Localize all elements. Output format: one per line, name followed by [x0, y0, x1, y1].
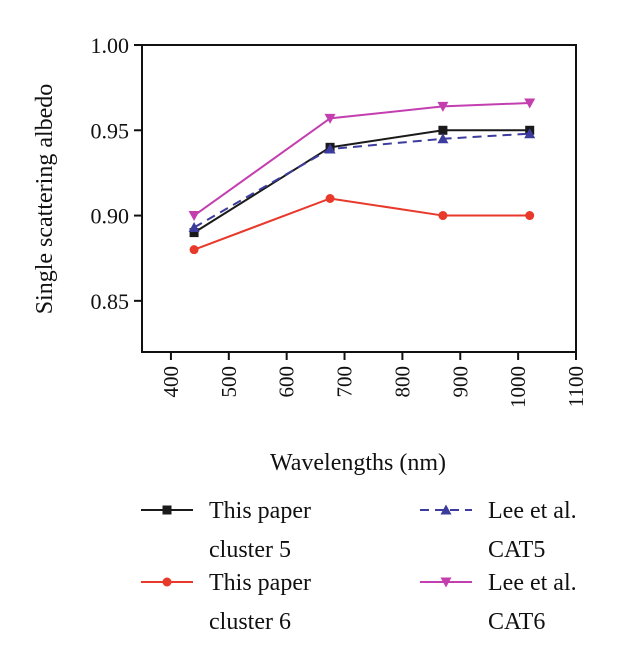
- y-tick-label: 0.90: [91, 204, 130, 229]
- data-point: [189, 245, 199, 255]
- legend-item: This paper cluster 5: [141, 498, 311, 563]
- x-tick-label: 700: [333, 366, 357, 398]
- series-lee-et-al-cat5: [188, 128, 536, 232]
- data-point: [524, 128, 536, 139]
- series-line: [193, 197, 530, 251]
- series-line: [193, 129, 530, 234]
- y-axis-label: Single scattering albedo: [32, 84, 58, 315]
- series-this-paper-cluster-6: [189, 194, 535, 255]
- legend-swatch-marker: [440, 504, 452, 515]
- legend-swatch-marker: [162, 505, 172, 515]
- legend-label: CAT5: [488, 537, 545, 563]
- x-tick-label: 1000: [506, 366, 530, 408]
- legend-item: Lee et al. CAT5: [420, 498, 577, 563]
- x-axis-label: Wavelengths (nm): [270, 450, 446, 476]
- data-point: [325, 194, 335, 203]
- x-tick-label: 900: [448, 366, 472, 398]
- data-point: [438, 125, 448, 135]
- series-lee-et-al-cat6: [188, 98, 536, 222]
- x-tick-label: 500: [217, 366, 241, 398]
- data-point: [324, 113, 336, 124]
- data-point: [189, 228, 199, 238]
- legend-label: cluster 6: [209, 609, 291, 635]
- data-point: [188, 221, 200, 232]
- series-layer: [188, 98, 536, 255]
- legend-label: CAT6: [488, 609, 545, 635]
- legend-item: This paper cluster 6: [141, 570, 311, 635]
- data-point: [525, 211, 535, 221]
- x-tick-label: 600: [275, 366, 299, 398]
- legend-label: Lee et al.: [488, 570, 577, 596]
- legend: This paper cluster 5 This paper cluster 6 Le…: [141, 498, 577, 635]
- legend-swatch-marker: [440, 577, 452, 588]
- data-point: [437, 133, 449, 144]
- ticks: 0.85 0.90 0.95 1.00 400 500 600 700 800 900 1000 11…: [91, 33, 589, 408]
- x-tick-label: 400: [159, 366, 183, 398]
- legend-label: Lee et al.: [488, 498, 577, 524]
- data-point: [524, 98, 536, 109]
- series-line: [193, 132, 530, 229]
- legend-swatch-marker: [162, 577, 172, 587]
- x-tick-label: 1100: [564, 366, 588, 407]
- data-point: [438, 211, 448, 221]
- y-tick-label: 0.95: [91, 118, 130, 143]
- y-tick-label: 0.85: [91, 289, 130, 314]
- legend-label: This paper: [209, 570, 311, 596]
- legend-label: cluster 5: [209, 537, 291, 563]
- plot-frame: [141, 44, 577, 353]
- legend-label: This paper: [209, 498, 311, 524]
- legend-item: Lee et al. CAT6: [420, 570, 577, 635]
- data-point: [324, 143, 336, 154]
- data-point: [188, 211, 200, 222]
- axes: [141, 44, 577, 353]
- series-line: [193, 101, 530, 217]
- data-point: [437, 101, 449, 112]
- y-tick-label: 1.00: [91, 33, 130, 58]
- x-tick-label: 800: [390, 366, 414, 398]
